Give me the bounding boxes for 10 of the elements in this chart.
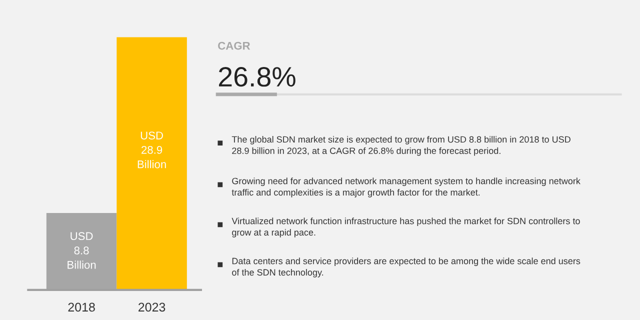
text: CAGR	[218, 42, 250, 50]
x-tick-label: 2018	[68, 302, 95, 312]
text: 26.8%	[219, 67, 296, 87]
data-label: USD 8.8 Billion	[68, 232, 96, 269]
text: The global SDN market size is expected to grow from USD 8.8 billion in 2018 to USD 28.9 billion in 2023, at a CAGR of 26.8% during the forecast period.	[232, 136, 570, 156]
text: Virtualized network function infrastructure has pushed the market for SDN controllers to grow at a rapid pace.	[232, 218, 580, 238]
data-label: USD 28.9 Billion	[138, 132, 166, 168]
x-tick-label: 2023	[138, 302, 166, 312]
text: Data centers and service providers are expected to be among the wide scale end users of the SDN technology.	[232, 258, 580, 278]
text: Growing need for advanced network management system to handle increasing network traffic and complexities is a major growth factor for the market.	[232, 178, 580, 198]
